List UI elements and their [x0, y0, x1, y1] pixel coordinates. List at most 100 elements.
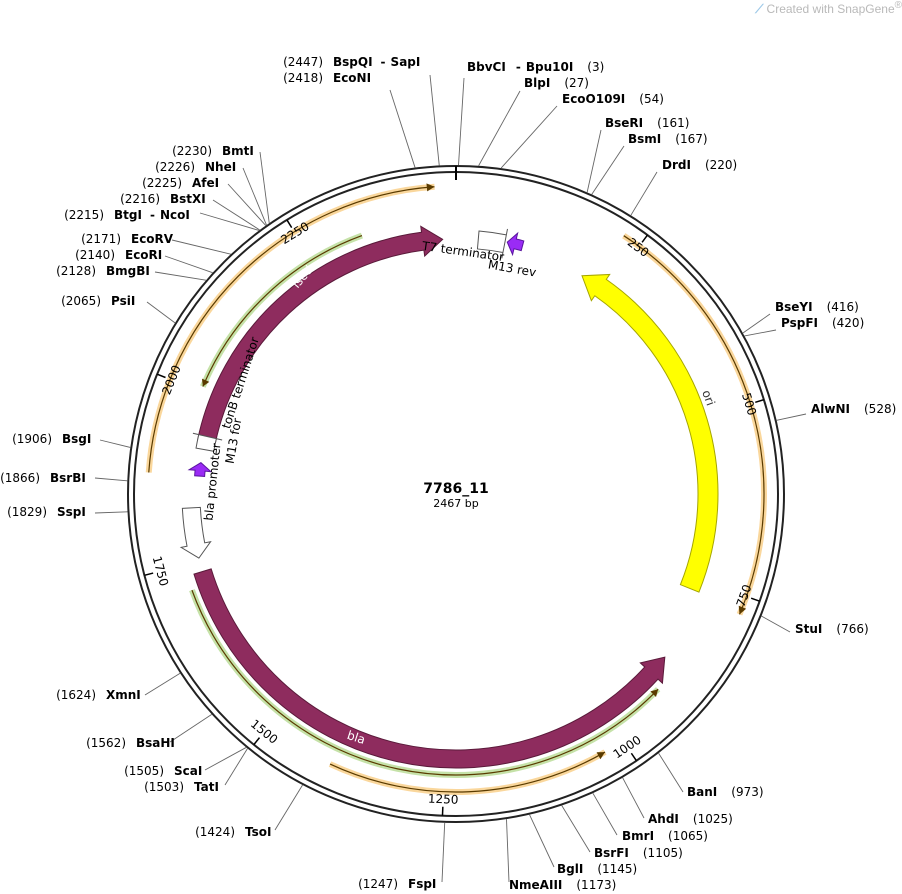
site-leader-nmeaiii — [506, 819, 510, 883]
site-tati[interactable]: (1503) TatI — [144, 780, 219, 794]
site-fspi[interactable]: (1247) FspI — [358, 877, 436, 891]
tick-mark — [286, 219, 293, 228]
feature-m13-for[interactable] — [187, 462, 213, 477]
site-leader-tati — [224, 748, 248, 786]
feature-m13-rev[interactable] — [506, 231, 525, 257]
site-position: (1247) — [358, 877, 398, 891]
site-name: FspI — [408, 877, 436, 891]
site-xmni[interactable]: (1624) XmnI — [56, 688, 141, 702]
site-position: (2230) — [172, 144, 212, 158]
site-bmgbi[interactable]: (2128) BmgBI — [56, 264, 150, 278]
feature-t7-terminator[interactable] — [476, 228, 508, 259]
feature-label-bla-promoter: bla promoter — [201, 442, 223, 521]
site-ecori[interactable]: (2140) EcoRI — [75, 248, 162, 262]
site-bmti[interactable]: (2230) BmtI — [172, 144, 254, 158]
site-nmeaiii[interactable]: NmeAIII (1173) — [509, 878, 616, 892]
tick-mark — [750, 597, 760, 602]
site-drdi[interactable]: DrdI (220) — [662, 158, 737, 172]
site-bstxi[interactable]: (2216) BstXI — [120, 192, 206, 206]
site-tsoi[interactable]: (1424) TsoI — [195, 825, 271, 839]
site-dash: - — [150, 208, 155, 222]
site-bsahi[interactable]: (1562) BsaHI — [86, 736, 175, 750]
site-position: (766) — [836, 622, 868, 636]
tick-label: 1000 — [611, 733, 644, 762]
site-bbvci[interactable]: BbvCI - Bpu10I (3) — [467, 60, 604, 74]
site-position: (3) — [587, 60, 604, 74]
site-position: (1173) — [576, 878, 616, 892]
site-btgi[interactable]: (2215) BtgI - NcoI — [64, 208, 190, 222]
site-alwni[interactable]: AlwNI (528) — [811, 402, 896, 416]
orf-orange-top-left[interactable] — [148, 186, 435, 473]
site-bseyi[interactable]: BseYI (416) — [775, 300, 859, 314]
orf-orange-top-left-arrowhead — [426, 183, 435, 192]
tick-mark — [144, 572, 154, 577]
feature-tonb-terminator[interactable] — [192, 432, 223, 452]
site-ahdi[interactable]: AhdI (1025) — [648, 812, 733, 826]
orf-orange-bottom[interactable] — [329, 751, 606, 793]
site-position: (420) — [832, 316, 864, 330]
site-bani[interactable]: BanI (973) — [687, 785, 764, 799]
site-afei[interactable]: (2225) AfeI — [142, 176, 219, 190]
orf-orange-bottom-arrowhead — [596, 752, 605, 760]
site-leader-sspi — [94, 511, 128, 514]
orf-green-bottom[interactable] — [191, 589, 659, 776]
site-name: BspQI — [333, 55, 373, 69]
site-position: (1424) — [195, 825, 235, 839]
orf-green-top-left[interactable] — [202, 235, 363, 387]
orf-orange-right[interactable] — [623, 235, 765, 615]
site-sspi[interactable]: (1829) SspI — [7, 505, 86, 519]
feature-bla[interactable] — [193, 568, 666, 769]
site-leader-bmri — [592, 792, 618, 836]
tick-label: 1250 — [428, 792, 459, 807]
site-position: (528) — [864, 402, 896, 416]
site-position: (1866) — [0, 471, 40, 485]
watermark-brand: SnapGene — [837, 2, 895, 16]
site-name: BbvCI — [467, 60, 506, 74]
site-position: (2171) — [81, 232, 121, 246]
site-bspqi[interactable]: (2447) BspQI - SapI — [283, 55, 420, 69]
site-leader-ecoo109i — [500, 105, 558, 169]
site-bsrbi[interactable]: (1866) BsrBI — [0, 471, 86, 485]
site-name: BsmI — [628, 132, 661, 146]
site-stui[interactable]: StuI (766) — [795, 622, 869, 636]
site-ecoo109i[interactable]: EcoO109I (54) — [562, 92, 664, 106]
site-dash: - — [516, 60, 521, 74]
site-leader-bsrbi — [94, 477, 128, 482]
site-name: DrdI — [662, 158, 691, 172]
feature-iscu[interactable] — [197, 225, 444, 444]
site-bseri[interactable]: BseRI (161) — [605, 116, 689, 130]
site-bsmi[interactable]: BsmI (167) — [628, 132, 708, 146]
site-blpi[interactable]: BlpI (27) — [524, 76, 589, 90]
site-name: StuI — [795, 622, 822, 636]
site-psii[interactable]: (2065) PsiI — [61, 294, 135, 308]
site-leader-bspqi — [429, 74, 440, 166]
site-leader-bbvci — [458, 77, 465, 166]
site-position: (161) — [657, 116, 689, 130]
site-bsgi[interactable]: (1906) BsgI — [12, 432, 91, 446]
site-name: BsgI — [62, 432, 91, 446]
feature-bla-promoter[interactable] — [179, 506, 212, 559]
site-econi[interactable]: (2418) EcoNI — [283, 71, 371, 85]
site-scai[interactable]: (1505) ScaI — [124, 764, 202, 778]
tick-label: 500 — [739, 391, 759, 417]
site-extra-name: Bpu10I — [526, 60, 573, 74]
site-leader-tsoi — [274, 784, 303, 831]
site-name: BmgBI — [106, 264, 150, 278]
site-name: BsaHI — [136, 736, 175, 750]
site-bmri[interactable]: BmrI (1065) — [622, 829, 708, 843]
site-bsrfi[interactable]: BsrFI (1105) — [594, 846, 683, 860]
site-position: (2140) — [75, 248, 115, 262]
site-nhei[interactable]: (2226) NheI — [155, 160, 236, 174]
feature-ori[interactable] — [581, 273, 719, 593]
site-position: (2065) — [61, 294, 101, 308]
site-ecorv[interactable]: (2171) EcoRV — [81, 232, 174, 246]
site-name: BsrBI — [50, 471, 86, 485]
site-pspfi[interactable]: PspFI (420) — [781, 316, 864, 330]
site-bgli[interactable]: BglI (1145) — [557, 862, 637, 876]
tick-mark — [641, 234, 649, 243]
site-name: EcoNI — [333, 71, 371, 85]
site-name: EcoRV — [131, 232, 174, 246]
